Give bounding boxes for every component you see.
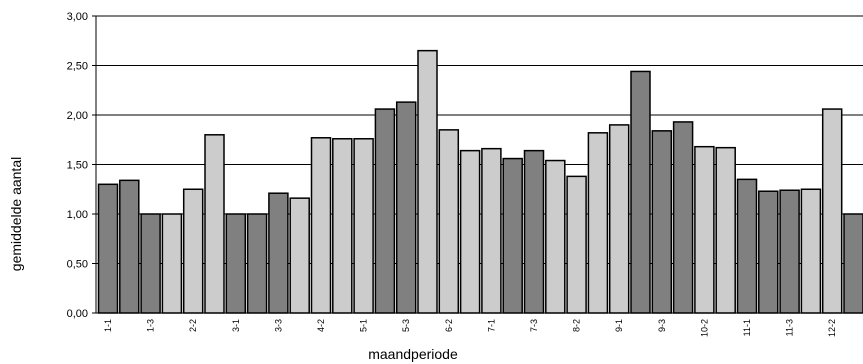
y-tick-labels: 0,00 0,50 1,00 1,50 2,00 2,50 3,00 bbox=[67, 11, 88, 320]
y-tick-label: 1,50 bbox=[67, 160, 88, 172]
x-tick-label: 4-2 bbox=[316, 319, 326, 332]
x-tick-label: 5-1 bbox=[359, 319, 369, 332]
bar bbox=[630, 70, 651, 314]
bar bbox=[438, 129, 460, 314]
x-tick-label: 3-1 bbox=[231, 319, 241, 332]
bar bbox=[225, 213, 247, 314]
bar bbox=[140, 213, 161, 314]
x-tick-label: 9-1 bbox=[614, 319, 624, 332]
bar bbox=[97, 183, 119, 314]
bar bbox=[800, 188, 822, 314]
bar bbox=[587, 132, 609, 314]
x-tick-label: 1-3 bbox=[146, 319, 156, 332]
x-tick-label: 10-2 bbox=[699, 319, 709, 337]
y-tick-label: 2,00 bbox=[67, 110, 88, 122]
x-tick-label: 7-3 bbox=[529, 319, 539, 332]
bar bbox=[779, 189, 800, 314]
bar bbox=[204, 134, 225, 314]
bar bbox=[182, 188, 204, 314]
x-tick-labels: 1-1 1-3 2-2 3-1 3-3 4-2 5-1 5-3 6-2 7-1 7-3 8-2 9-1 9… bbox=[103, 319, 837, 337]
x-axis-title: maandperiode bbox=[368, 346, 458, 362]
bar bbox=[310, 137, 332, 314]
bar bbox=[459, 149, 481, 314]
bar bbox=[523, 149, 545, 314]
bar bbox=[246, 213, 268, 314]
bar bbox=[758, 190, 779, 314]
bar bbox=[119, 179, 140, 314]
y-axis-title: gemiddelde aantal bbox=[8, 157, 24, 271]
x-tick-label: 7-1 bbox=[486, 319, 496, 332]
bar bbox=[715, 146, 736, 314]
bar bbox=[608, 124, 630, 314]
bar bbox=[651, 130, 673, 314]
y-tick-label: 0,50 bbox=[67, 259, 88, 271]
bar bbox=[161, 213, 183, 314]
bar bbox=[417, 49, 438, 314]
x-tick-label: 6-2 bbox=[444, 319, 454, 332]
axes bbox=[95, 16, 863, 314]
y-tick-label: 3,00 bbox=[67, 11, 88, 23]
x-tick-label: 5-3 bbox=[401, 319, 411, 332]
y-tick-label: 1,00 bbox=[67, 209, 88, 221]
bar bbox=[289, 197, 310, 314]
x-tick-label: 11-1 bbox=[742, 319, 752, 336]
bar bbox=[481, 147, 502, 314]
bar bbox=[694, 145, 715, 314]
bar bbox=[374, 108, 396, 314]
x-tick-label: 3-3 bbox=[273, 319, 283, 332]
bar bbox=[332, 138, 353, 314]
x-tick-label: 11-3 bbox=[785, 319, 795, 336]
x-tick-label: 1-1 bbox=[103, 319, 113, 332]
bar bbox=[545, 159, 566, 314]
y-tick-label: 0,00 bbox=[67, 308, 88, 320]
bar bbox=[395, 101, 417, 314]
bar bbox=[843, 213, 863, 314]
bar bbox=[566, 175, 587, 314]
bar bbox=[672, 121, 694, 314]
bar bbox=[353, 138, 374, 314]
bar bbox=[268, 192, 289, 314]
x-tick-label: 2-2 bbox=[188, 319, 198, 332]
bar bbox=[502, 157, 523, 314]
x-tick-label: 9-3 bbox=[657, 319, 667, 332]
bar bbox=[821, 108, 843, 314]
bars bbox=[97, 49, 863, 314]
y-tick-label: 2,50 bbox=[67, 61, 88, 73]
x-tick-label: 8-2 bbox=[572, 319, 582, 332]
x-tick-label: 12-2 bbox=[827, 319, 837, 337]
bar bbox=[736, 178, 758, 314]
